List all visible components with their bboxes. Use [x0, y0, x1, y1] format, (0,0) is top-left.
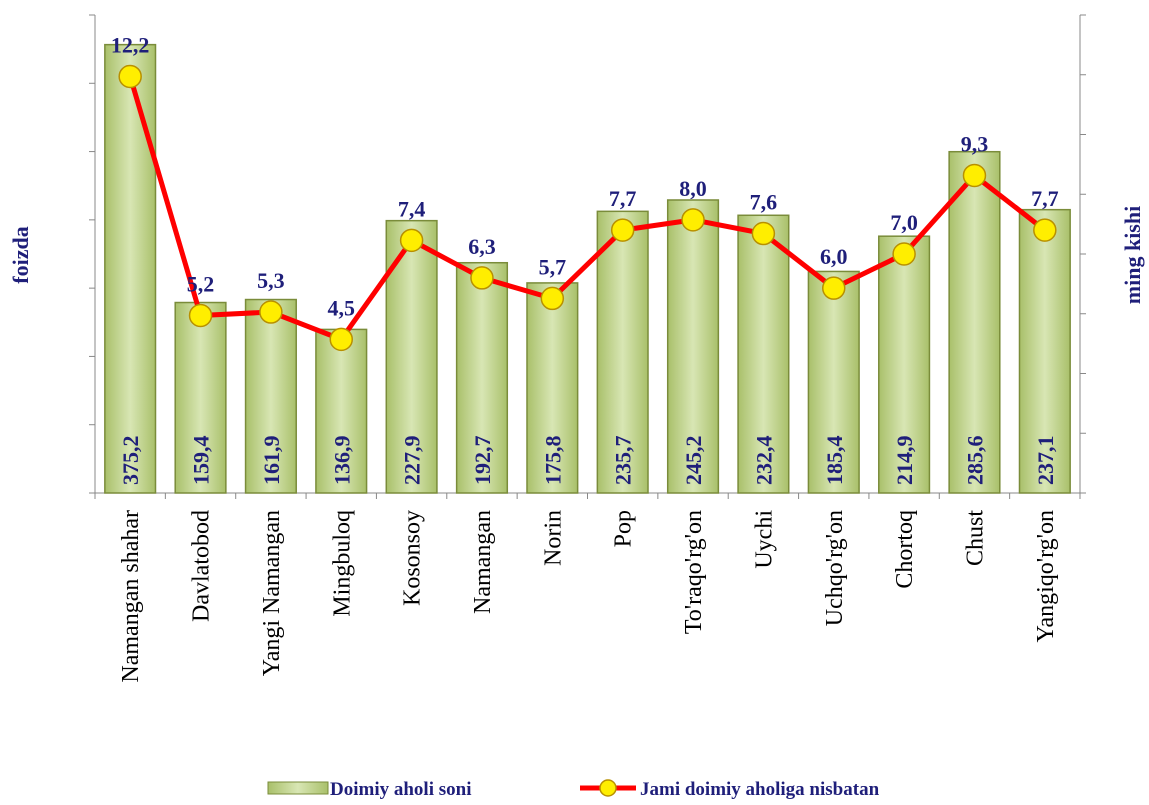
bar: [104, 43, 157, 494]
bar-value-label: 245,2: [681, 436, 706, 486]
bar: [174, 301, 227, 494]
line: [127, 75, 1047, 342]
line-value-label: 7,7: [609, 186, 637, 211]
bar-value-label: 161,9: [259, 436, 284, 486]
x-tick-label: To'raqo'rg'on: [681, 510, 707, 634]
line-value-label: 7,0: [890, 210, 918, 235]
legend-swatch-marker: [599, 779, 617, 797]
bar-value-label: 136,9: [329, 436, 354, 486]
line-value-label: 12,2: [111, 32, 150, 57]
line-value-label: 5,7: [539, 254, 567, 279]
bar-value-label: 285,6: [962, 436, 987, 486]
bar-value-label: 375,2: [118, 436, 143, 486]
bar-value-label: 175,8: [540, 436, 565, 486]
line-marker: [118, 64, 142, 89]
line-marker: [681, 208, 705, 232]
bar-value-label: 185,4: [822, 436, 847, 486]
line-value-label: 7,7: [1031, 186, 1059, 211]
legend-label: Doimiy aholi soni: [330, 779, 471, 800]
line-marker: [962, 163, 987, 188]
x-tick-label: Chust: [962, 510, 988, 566]
x-tick-label: Uchqo'rg'on: [822, 510, 848, 626]
x-tick-label: Namangan: [470, 510, 496, 614]
bar: [1018, 208, 1071, 494]
line-value-label: 9,3: [961, 131, 989, 156]
line-marker: [610, 218, 635, 242]
line-value-label: 6,3: [468, 234, 496, 259]
y2-axis-title: ming kishi: [1120, 206, 1145, 304]
bar-value-label: 214,9: [892, 436, 917, 486]
x-tick-label: Mingbuloq: [329, 510, 355, 617]
line-marker: [259, 300, 283, 324]
line-marker: [399, 228, 424, 253]
legend-label: Jami doimiy aholiga nisbatan: [640, 779, 880, 800]
bar-value-label: 227,9: [400, 436, 425, 486]
bar: [948, 150, 1001, 494]
line-value-label: 8,0: [679, 176, 707, 201]
line-value-label: 6,0: [820, 244, 848, 269]
x-tick-label: Yangiqo'rg'on: [1033, 510, 1059, 642]
line-marker: [188, 303, 213, 328]
bar: [244, 298, 297, 494]
line-value-label: 7,4: [398, 196, 426, 221]
line-value-label: 7,6: [750, 190, 778, 215]
bar: [737, 214, 790, 494]
bar-value-label: 232,4: [751, 436, 776, 486]
bar: [315, 328, 368, 494]
bar-value-label: 235,7: [611, 436, 636, 486]
bar: [596, 210, 649, 494]
line-value-label: 5,3: [257, 268, 285, 293]
line-marker: [540, 286, 565, 311]
line-marker: [470, 266, 494, 290]
x-tick-label: Norin: [540, 510, 566, 566]
x-tick-label: Namangan shahar: [118, 510, 144, 683]
x-tick-label: Kosonsoy: [400, 510, 426, 606]
x-tick-label: Yangi Namangan: [259, 510, 285, 676]
bar: [526, 282, 579, 494]
y-axis-title: foizda: [8, 226, 33, 283]
legend-swatch-bar: [267, 781, 329, 795]
bar: [807, 270, 860, 494]
line-marker: [1033, 218, 1057, 242]
bar-value-label: 159,4: [189, 436, 214, 486]
x-tick-label: Chortoq: [892, 510, 918, 589]
x-tick-label: Uychi: [751, 510, 777, 569]
line-value-label: 5,2: [187, 271, 215, 296]
line-marker: [329, 327, 353, 352]
line-marker: [822, 276, 846, 300]
bar-value-label: 237,1: [1033, 436, 1058, 486]
line-marker: [751, 221, 776, 246]
x-tick-label: Davlatobod: [189, 510, 215, 622]
bar: [878, 235, 931, 494]
bar: [666, 199, 720, 494]
axes: [94, 15, 1081, 494]
bar-value-label: 192,7: [470, 436, 495, 486]
bar: [455, 261, 509, 494]
x-tick-label: Pop: [611, 510, 637, 547]
line-value-label: 4,5: [328, 295, 356, 320]
line-marker: [892, 242, 916, 266]
